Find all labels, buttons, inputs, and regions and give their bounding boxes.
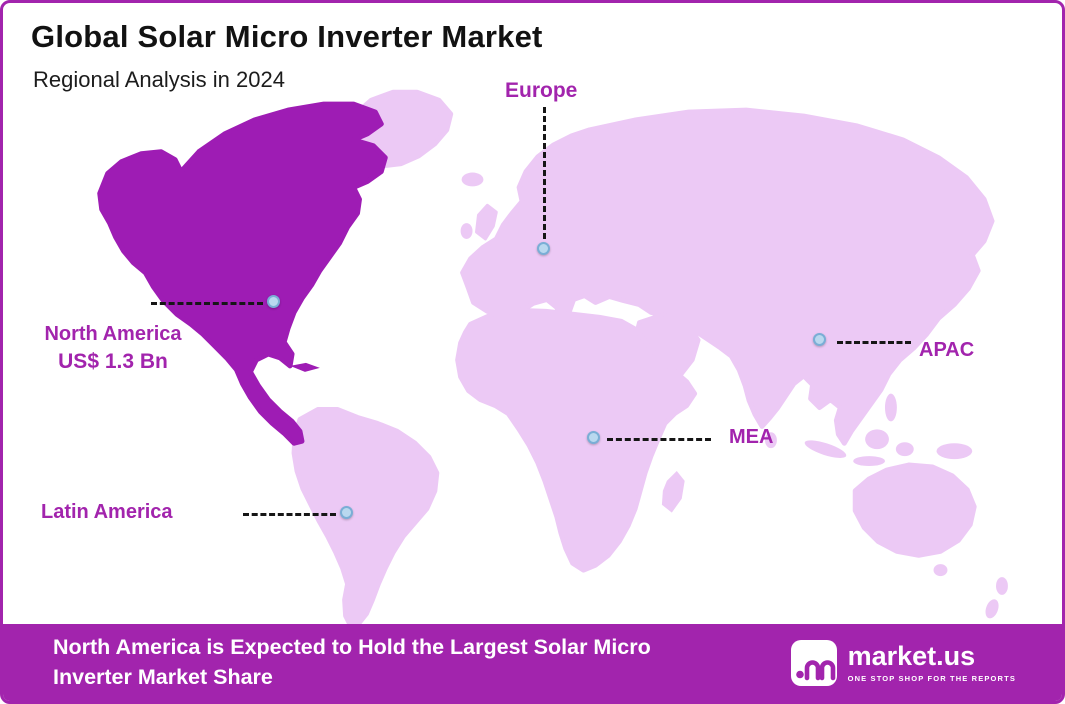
marker-europe bbox=[537, 242, 550, 255]
market-us-logo-icon bbox=[790, 639, 837, 686]
brand-lockup: market.us ONE STOP SHOP FOR THE REPORTS bbox=[790, 639, 1016, 686]
landmass-arabia bbox=[632, 312, 701, 392]
leader-line-north-america bbox=[151, 302, 263, 305]
region-value-north-america: US$ 1.3 Bn bbox=[58, 350, 168, 373]
landmass-iceland bbox=[461, 172, 484, 187]
landmass-borneo bbox=[865, 429, 889, 450]
landmass-nz-south bbox=[985, 599, 999, 619]
landmass-java bbox=[853, 456, 885, 467]
leader-line-mea bbox=[607, 438, 711, 441]
footer-bar: North America is Expected to Hold the La… bbox=[3, 624, 1062, 701]
landmass-new-guinea bbox=[936, 443, 973, 460]
region-label-apac: APAC bbox=[919, 339, 975, 361]
landmass-japan bbox=[939, 250, 962, 302]
leader-line-apac bbox=[837, 341, 911, 344]
footer-note: North America is Expected to Hold the La… bbox=[53, 634, 651, 689]
landmass-north-america-highlight bbox=[97, 101, 388, 446]
landmass-south-america bbox=[291, 407, 440, 629]
landmass-uk bbox=[474, 203, 498, 241]
landmass-australia bbox=[852, 462, 977, 558]
marker-latin-america bbox=[340, 506, 353, 519]
marker-north-america bbox=[267, 295, 280, 308]
landmass-madagascar bbox=[661, 470, 685, 513]
landmass-sumatra bbox=[804, 440, 847, 458]
landmass-nz-north bbox=[996, 577, 1008, 595]
landmass-cuba bbox=[290, 362, 320, 372]
leader-line-europe bbox=[543, 107, 546, 239]
region-name-north-america: North America bbox=[44, 323, 182, 345]
brand-tagline: ONE STOP SHOP FOR THE REPORTS bbox=[847, 673, 1016, 683]
landmass-philippines bbox=[884, 393, 897, 422]
region-label-europe: Europe bbox=[505, 79, 578, 102]
page-subtitle: Regional Analysis in 2024 bbox=[33, 67, 285, 92]
brand-name: market.us bbox=[847, 640, 976, 671]
marker-mea bbox=[587, 431, 600, 444]
page-title: Global Solar Micro Inverter Market bbox=[31, 19, 543, 54]
leader-line-latin-america bbox=[243, 513, 336, 516]
brand-text: market.us ONE STOP SHOP FOR THE REPORTS bbox=[847, 640, 1016, 683]
region-label-mea: MEA bbox=[729, 426, 774, 448]
landmass-tasmania bbox=[933, 564, 948, 577]
landmass-greenland bbox=[353, 89, 454, 169]
landmass-ireland bbox=[460, 223, 473, 239]
region-label-latin-america: Latin America bbox=[41, 501, 173, 523]
region-label-north-america: North America US$ 1.3 Bn bbox=[13, 323, 213, 374]
landmass-sulawesi bbox=[895, 442, 914, 457]
marker-apac bbox=[813, 333, 826, 346]
